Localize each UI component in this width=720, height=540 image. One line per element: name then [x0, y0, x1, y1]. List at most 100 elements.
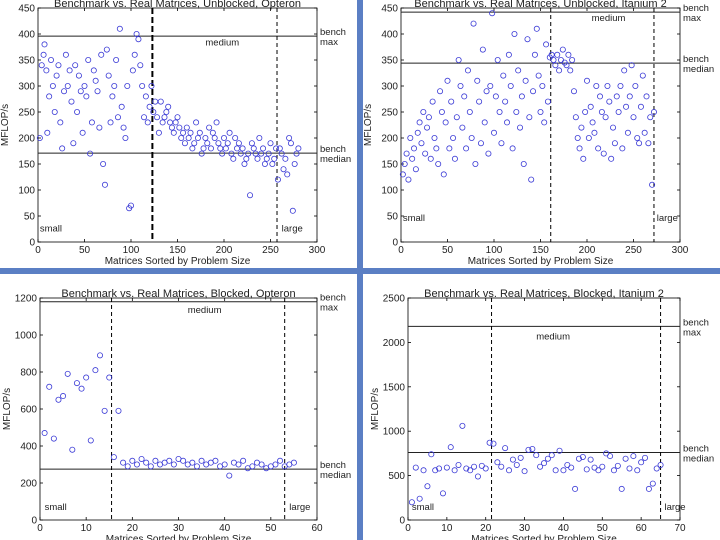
data-point	[463, 465, 470, 472]
data-point	[224, 140, 231, 147]
data-point	[260, 145, 267, 152]
data-point	[278, 150, 285, 157]
data-point	[185, 134, 192, 141]
data-point	[585, 134, 592, 141]
data-point	[276, 145, 283, 152]
y-tick-label: 300	[18, 82, 35, 93]
data-point	[282, 155, 289, 162]
data-point	[403, 150, 410, 157]
data-point	[409, 155, 416, 162]
data-point	[240, 457, 247, 464]
data-point	[639, 72, 646, 79]
data-point	[64, 83, 71, 90]
data-point	[463, 145, 470, 152]
data-point	[634, 467, 641, 474]
data-point	[504, 119, 511, 126]
x-tick-label: 70	[674, 523, 686, 534]
data-point	[450, 134, 457, 141]
region-label-small: small	[403, 213, 425, 224]
data-point	[235, 461, 242, 468]
region-label-medium: medium	[536, 332, 570, 343]
data-point	[51, 109, 58, 116]
data-point	[550, 57, 557, 64]
x-tick-label: 100	[123, 245, 140, 256]
data-point	[144, 119, 151, 126]
data-point	[221, 461, 228, 468]
data-point	[494, 57, 501, 64]
data-point	[252, 150, 259, 157]
data-point	[587, 456, 594, 463]
data-point	[540, 460, 547, 467]
y-tick-label: 500	[388, 471, 405, 482]
y-tick-label: 600	[20, 405, 37, 416]
data-point	[407, 134, 414, 141]
x-tick-label: 40	[219, 523, 231, 534]
data-point	[632, 83, 639, 90]
data-point	[548, 452, 555, 459]
chart-svg: Benchmark vs. Real Matrices, Blocked, Op…	[2, 288, 351, 540]
data-point	[649, 480, 656, 487]
data-point	[641, 129, 648, 136]
data-point	[198, 457, 205, 464]
data-point	[513, 461, 520, 468]
data-point	[55, 62, 62, 69]
data-point	[637, 103, 644, 110]
y-tick-label: 1200	[15, 294, 38, 305]
data-point	[591, 129, 598, 136]
data-point	[200, 145, 207, 152]
data-point	[53, 72, 60, 79]
data-point	[204, 140, 211, 147]
data-point	[582, 109, 589, 116]
y-tick-label: 0	[31, 516, 37, 527]
data-point	[515, 67, 522, 74]
x-tick-label: 300	[309, 245, 326, 256]
data-point	[474, 473, 481, 480]
data-point	[202, 134, 209, 141]
data-point	[41, 41, 48, 48]
data-point	[215, 140, 222, 147]
data-point	[72, 62, 79, 69]
data-point	[213, 119, 220, 126]
data-point	[507, 83, 514, 90]
data-point	[490, 129, 497, 136]
data-point	[427, 155, 434, 162]
y-tick-label: 250	[381, 108, 398, 119]
x-tick-label: 100	[486, 245, 503, 256]
data-point	[399, 171, 406, 178]
data-point	[55, 396, 62, 403]
y-axis-label: MFLOP/s	[2, 388, 13, 430]
data-point	[258, 461, 265, 468]
data-point	[481, 119, 488, 126]
data-point	[432, 467, 439, 474]
x-axis-label: Matrices Sorted by Problem Size	[106, 534, 252, 540]
data-point	[113, 57, 120, 64]
x-tick-label: 0	[405, 523, 411, 534]
data-point	[583, 466, 590, 473]
chart-unblocked-itanium2: Benchmark vs. Real Matrices, Unblocked, …	[363, 0, 720, 268]
x-tick-label: 0	[398, 245, 404, 256]
x-axis-label: Matrices Sorted by Problem Size	[105, 256, 251, 267]
x-tick-label: 10	[441, 523, 453, 534]
chart-title: Benchmark vs. Real Matrices, Unblocked, …	[54, 0, 301, 10]
region-label-medium: medium	[205, 37, 239, 48]
data-point	[626, 93, 633, 100]
data-point	[649, 181, 656, 188]
data-point	[87, 437, 94, 444]
x-tick-label: 150	[169, 245, 186, 256]
data-point	[451, 155, 458, 162]
data-point	[250, 145, 257, 152]
data-point	[593, 83, 600, 90]
data-point	[49, 83, 56, 90]
divider-vertical-top	[357, 0, 363, 270]
data-point	[500, 72, 507, 79]
data-point	[653, 465, 660, 472]
data-point	[544, 98, 551, 105]
x-tick-label: 40	[558, 523, 570, 534]
data-point	[529, 445, 536, 452]
data-point	[411, 145, 418, 152]
data-point	[146, 103, 153, 110]
data-point	[513, 109, 520, 116]
bench-label: bench	[683, 317, 709, 328]
data-point	[429, 98, 436, 105]
data-point	[607, 453, 614, 460]
